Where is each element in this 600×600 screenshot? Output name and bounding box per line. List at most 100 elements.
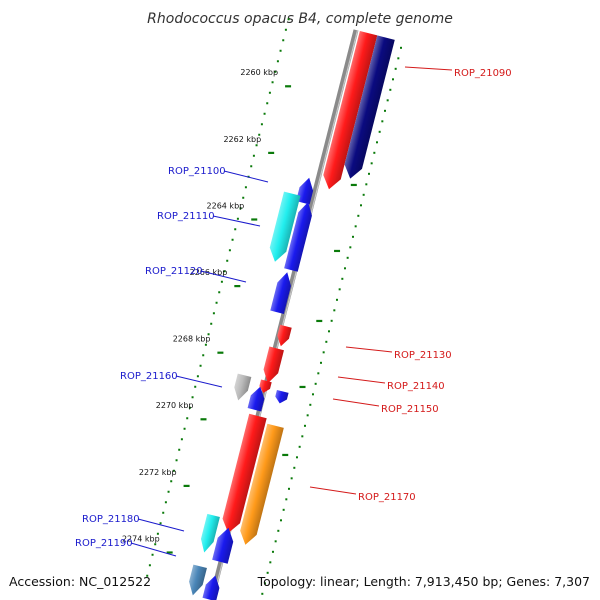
gene-label[interactable]: ROP_21130 — [394, 350, 452, 361]
guide-dot — [343, 267, 346, 270]
gene-label[interactable]: ROP_21170 — [358, 492, 416, 503]
guide-dot — [335, 298, 338, 301]
gene-label[interactable]: ROP_21110 — [157, 211, 215, 222]
gene-arrow-rop_21090[interactable] — [323, 30, 378, 190]
guide-dot — [218, 291, 221, 294]
guide-dot — [244, 186, 247, 189]
guide-dot — [274, 540, 277, 543]
guide-dot — [255, 144, 258, 147]
guide-dot — [319, 361, 322, 364]
guide-dot — [375, 141, 378, 144]
guide-dot — [279, 519, 282, 522]
gene-arrow-rop_21100[interactable] — [296, 177, 314, 205]
gene-features — [189, 30, 395, 600]
gene-arrow-rop_21190[interactable] — [189, 564, 207, 596]
gene-arrow[interactable] — [344, 35, 395, 179]
gene-shape — [269, 191, 301, 262]
label-leader-line — [309, 486, 357, 495]
gene-label[interactable]: ROP_21190 — [75, 538, 133, 549]
tick-mark — [234, 284, 241, 288]
guide-dot — [274, 70, 277, 73]
gene-arrow-rop_21140[interactable] — [259, 379, 272, 393]
guide-dot — [178, 448, 181, 451]
guide-dot — [261, 592, 264, 595]
guide-dot — [386, 99, 389, 102]
accession-text: Accession: NC_012522 — [9, 574, 151, 589]
tick-label: 2260 kbp — [240, 68, 278, 77]
guide-dot — [285, 498, 288, 501]
guide-dot — [207, 333, 210, 336]
guide-dot — [258, 133, 261, 136]
gene-label[interactable]: ROP_21180 — [82, 514, 140, 525]
tick-label: 2270 kbp — [156, 401, 194, 410]
gene-arrow[interactable] — [222, 413, 267, 533]
gene-arrow[interactable] — [202, 575, 220, 600]
guide-dot — [351, 235, 354, 238]
guide-dot — [266, 102, 269, 105]
label-leader-line — [337, 376, 386, 384]
guide-dot — [362, 193, 365, 196]
gene-label[interactable]: ROP_21090 — [454, 68, 512, 79]
gene-arrow[interactable] — [263, 346, 284, 384]
summary-text: Topology: linear; Length: 7,913,450 bp; … — [257, 574, 590, 589]
gene-shape — [275, 389, 289, 404]
guide-dot — [250, 165, 253, 168]
guide-dot — [186, 417, 189, 420]
guide-dot — [202, 354, 205, 357]
guide-dot — [370, 162, 373, 165]
guide-dot — [367, 172, 370, 175]
gene-labels: ROP_21090 ROP_21100 ROP_21110 ROP_21120 ROP_… — [75, 66, 512, 557]
guide-dot — [271, 81, 274, 84]
gene-arrow[interactable] — [247, 386, 265, 412]
gene-label[interactable]: ROP_21140 — [387, 381, 445, 392]
gene-shape — [323, 30, 378, 190]
gene-arrow[interactable] — [212, 527, 234, 564]
guide-dot — [293, 466, 296, 469]
tick-label: 2268 kbp — [173, 335, 211, 344]
tick-mark-minor — [334, 249, 341, 253]
guide-dot — [317, 372, 320, 375]
guide-dot — [170, 480, 173, 483]
gene-label[interactable]: ROP_21150 — [381, 404, 439, 415]
guide-dot — [194, 385, 197, 388]
label-leader-line — [175, 375, 223, 388]
tick-mark — [251, 218, 258, 221]
guide-dot — [303, 424, 306, 427]
tick-dots-right — [261, 46, 402, 595]
label-leader-line — [137, 518, 185, 532]
gene-label[interactable]: ROP_21100 — [168, 166, 226, 177]
guide-dot — [212, 312, 215, 315]
guide-dot — [349, 246, 352, 249]
tick-label: 2262 kbp — [223, 135, 261, 144]
guide-dot — [301, 435, 304, 438]
gene-arrow-rop_21120[interactable] — [270, 272, 291, 314]
guide-dot — [389, 88, 392, 91]
guide-dot — [399, 46, 402, 49]
gene-arrow-rop_21170[interactable] — [240, 423, 284, 545]
guide-dot — [172, 469, 175, 472]
gene-shape — [284, 202, 312, 272]
gene-arrow-rop_21160[interactable] — [234, 373, 252, 401]
gene-label[interactable]: ROP_21120 — [145, 266, 203, 277]
guide-dot — [287, 18, 290, 21]
label-leader-line — [345, 346, 393, 353]
gene-arrow[interactable] — [284, 202, 312, 272]
label-leader-line — [223, 170, 269, 183]
gene-arrow-rop_21180[interactable] — [200, 513, 220, 553]
guide-dot — [397, 57, 400, 60]
gene-arrow-rop_21110[interactable] — [269, 191, 301, 262]
gene-label[interactable]: ROP_21160 — [120, 371, 178, 382]
guide-dot — [357, 214, 360, 217]
guide-dot — [325, 340, 328, 343]
gene-shape — [222, 413, 267, 533]
gene-shape — [247, 386, 265, 412]
label-leader-line — [200, 270, 247, 283]
guide-dot — [383, 109, 386, 112]
guide-dot — [183, 427, 186, 430]
guide-dot — [359, 204, 362, 207]
gene-arrow-rop_21130[interactable] — [277, 324, 292, 347]
gene-shape — [263, 346, 284, 384]
label-leader-line — [332, 398, 380, 407]
tick-mark — [285, 85, 292, 88]
gene-arrow-rop_21150[interactable] — [275, 389, 289, 404]
